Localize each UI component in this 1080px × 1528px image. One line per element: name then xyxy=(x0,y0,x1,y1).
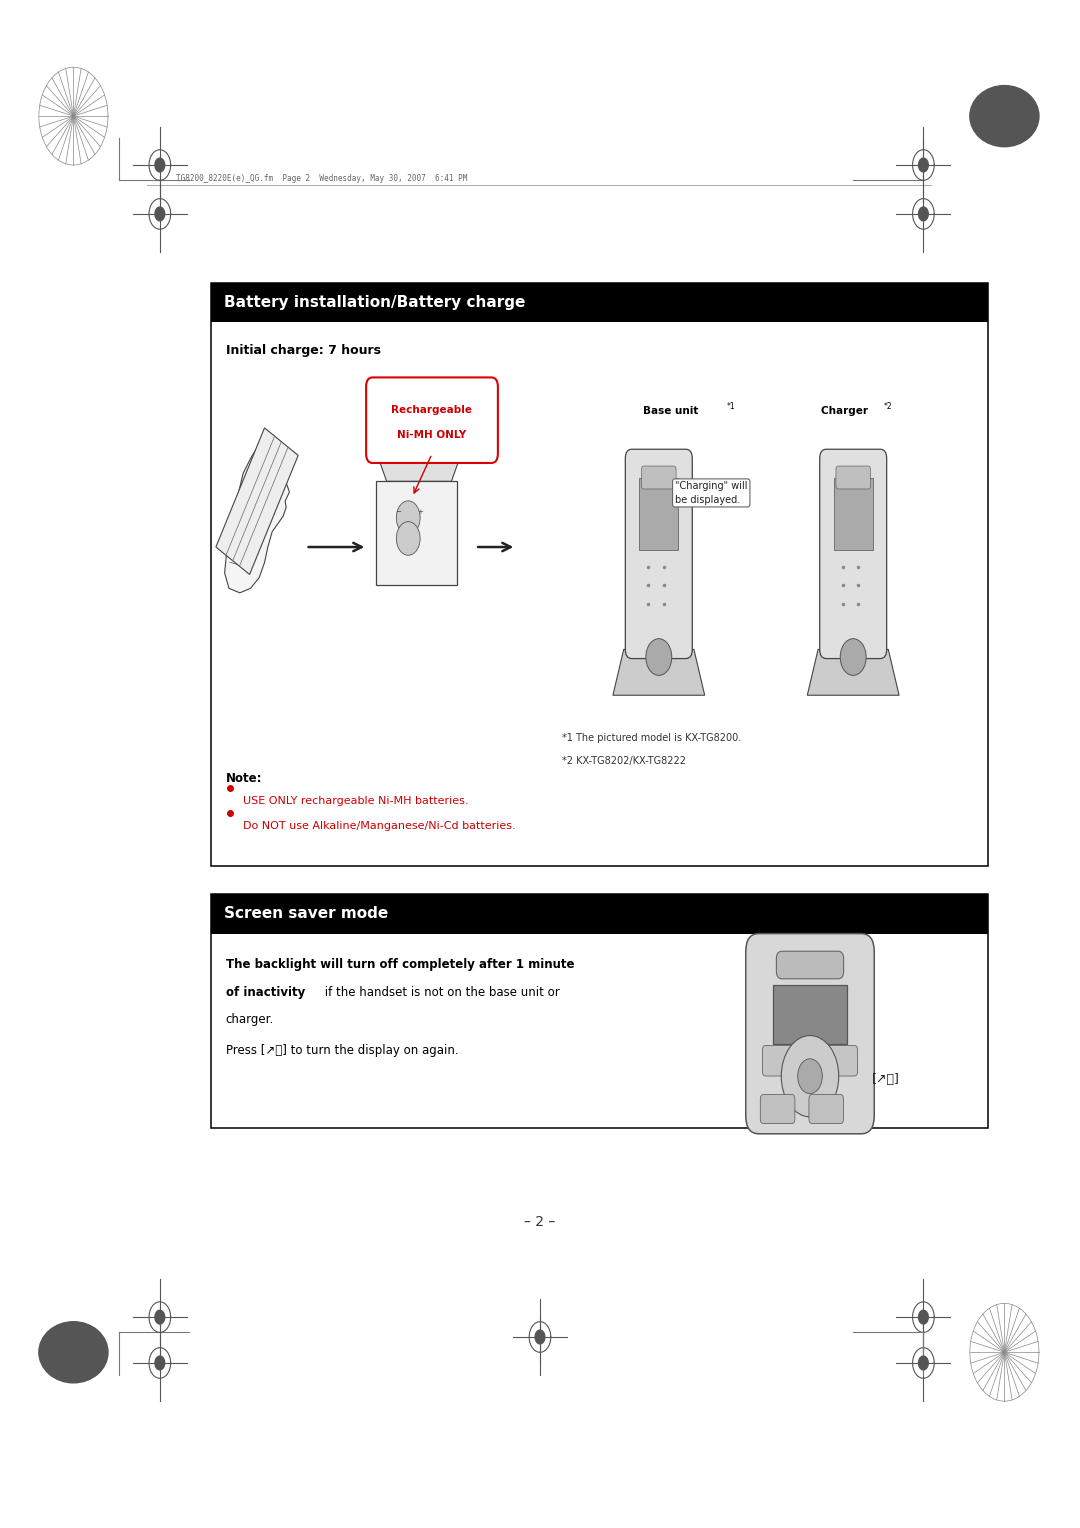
Polygon shape xyxy=(919,159,928,171)
FancyBboxPatch shape xyxy=(211,283,988,322)
Text: +: + xyxy=(418,509,423,515)
Text: Initial charge: 7 hours: Initial charge: 7 hours xyxy=(226,344,381,358)
Text: charger.: charger. xyxy=(226,1013,274,1027)
Text: *1: *1 xyxy=(727,402,735,411)
Text: if the handset is not on the base unit or: if the handset is not on the base unit o… xyxy=(321,986,559,999)
Polygon shape xyxy=(156,1357,164,1369)
FancyBboxPatch shape xyxy=(625,449,692,659)
Polygon shape xyxy=(808,649,899,695)
Text: *2 KX-TG8202/KX-TG8222: *2 KX-TG8202/KX-TG8222 xyxy=(562,756,686,767)
FancyBboxPatch shape xyxy=(809,1094,843,1123)
Circle shape xyxy=(646,639,672,675)
Text: Do NOT use Alkaline/Manganese/Ni-Cd batteries.: Do NOT use Alkaline/Manganese/Ni-Cd batt… xyxy=(243,821,515,831)
Text: The backlight will turn off completely after 1 minute: The backlight will turn off completely a… xyxy=(226,958,575,972)
Text: −: − xyxy=(395,509,402,515)
Text: Press [↗ⓞ] to turn the display on again.: Press [↗ⓞ] to turn the display on again. xyxy=(226,1044,458,1057)
Polygon shape xyxy=(156,1311,164,1323)
Circle shape xyxy=(840,639,866,675)
Text: "Charging" will
be displayed.: "Charging" will be displayed. xyxy=(675,481,747,504)
Text: Rechargeable: Rechargeable xyxy=(391,405,473,414)
Text: – 2 –: – 2 – xyxy=(525,1215,555,1230)
Polygon shape xyxy=(216,428,298,575)
Text: TG8200_8220E(e)_QG.fm  Page 2  Wednesday, May 30, 2007  6:41 PM: TG8200_8220E(e)_QG.fm Page 2 Wednesday, … xyxy=(176,174,468,183)
Polygon shape xyxy=(919,208,928,220)
Text: Battery installation/Battery charge: Battery installation/Battery charge xyxy=(224,295,525,310)
Circle shape xyxy=(798,1059,822,1094)
FancyBboxPatch shape xyxy=(834,478,873,550)
FancyBboxPatch shape xyxy=(777,952,843,979)
Text: *1 The pictured model is KX-TG8200.: *1 The pictured model is KX-TG8200. xyxy=(562,733,741,744)
Circle shape xyxy=(781,1036,839,1117)
Text: Charger: Charger xyxy=(821,406,872,417)
FancyBboxPatch shape xyxy=(366,377,498,463)
Text: [↗ⓞ]: [↗ⓞ] xyxy=(873,1073,900,1086)
FancyBboxPatch shape xyxy=(836,466,870,489)
FancyBboxPatch shape xyxy=(211,894,988,934)
Polygon shape xyxy=(156,159,164,171)
FancyBboxPatch shape xyxy=(642,466,676,489)
Text: Screen saver mode: Screen saver mode xyxy=(224,906,388,921)
FancyBboxPatch shape xyxy=(376,481,457,585)
Circle shape xyxy=(396,501,420,535)
FancyBboxPatch shape xyxy=(639,478,678,550)
Text: *2: *2 xyxy=(883,402,892,411)
Ellipse shape xyxy=(39,1322,108,1383)
FancyBboxPatch shape xyxy=(773,984,847,1044)
Text: of inactivity: of inactivity xyxy=(226,986,305,999)
FancyBboxPatch shape xyxy=(745,934,875,1134)
FancyBboxPatch shape xyxy=(762,1045,804,1076)
Polygon shape xyxy=(536,1331,544,1343)
Polygon shape xyxy=(613,649,704,695)
FancyBboxPatch shape xyxy=(760,1094,795,1123)
FancyBboxPatch shape xyxy=(816,1045,858,1076)
Text: Ni-MH ONLY: Ni-MH ONLY xyxy=(397,431,467,440)
Polygon shape xyxy=(225,443,289,593)
Text: Note:: Note: xyxy=(226,772,262,785)
Polygon shape xyxy=(919,1311,928,1323)
Polygon shape xyxy=(370,435,468,481)
Ellipse shape xyxy=(970,86,1039,147)
Text: Base unit: Base unit xyxy=(643,406,702,417)
Text: USE ONLY rechargeable Ni-MH batteries.: USE ONLY rechargeable Ni-MH batteries. xyxy=(243,796,469,807)
FancyBboxPatch shape xyxy=(820,449,887,659)
Polygon shape xyxy=(156,208,164,220)
Circle shape xyxy=(396,521,420,555)
Polygon shape xyxy=(919,1357,928,1369)
